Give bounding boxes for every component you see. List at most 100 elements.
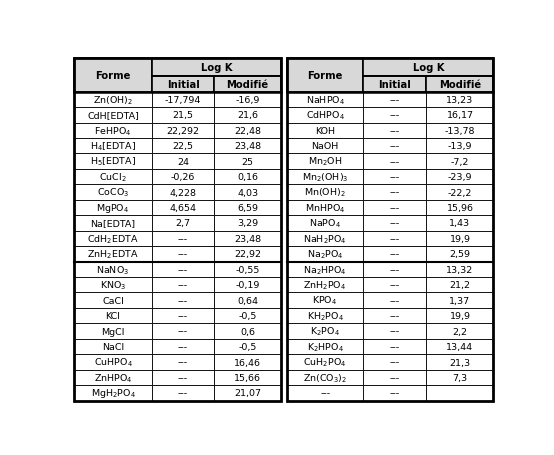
Bar xyxy=(152,231,214,247)
Bar xyxy=(152,262,214,278)
Text: ---: --- xyxy=(390,389,400,398)
Text: 4,654: 4,654 xyxy=(170,203,197,212)
Text: ---: --- xyxy=(390,296,400,305)
Bar xyxy=(152,293,214,308)
Bar xyxy=(152,278,214,293)
Bar xyxy=(287,139,363,154)
Text: ---: --- xyxy=(178,265,188,274)
Bar xyxy=(363,247,427,262)
Bar xyxy=(363,108,427,123)
Text: Forme: Forme xyxy=(95,71,131,81)
Bar xyxy=(363,339,427,354)
Text: -0,5: -0,5 xyxy=(238,312,257,320)
Text: 21,6: 21,6 xyxy=(237,111,258,120)
Text: ---: --- xyxy=(390,173,400,182)
Text: 1,43: 1,43 xyxy=(449,219,470,228)
Bar xyxy=(214,293,281,308)
Text: Mn(OH)$_2$: Mn(OH)$_2$ xyxy=(304,187,346,199)
Text: ZnH$_2$EDTA: ZnH$_2$EDTA xyxy=(87,248,139,261)
Bar xyxy=(74,123,152,139)
Text: H$_4$[EDTA]: H$_4$[EDTA] xyxy=(90,140,136,152)
Bar xyxy=(427,231,494,247)
Bar xyxy=(152,59,281,77)
Bar xyxy=(427,185,494,200)
Text: NaNO$_3$: NaNO$_3$ xyxy=(96,263,130,276)
Bar xyxy=(427,77,494,92)
Text: 21,07: 21,07 xyxy=(234,389,261,398)
Text: MgCl: MgCl xyxy=(101,327,125,336)
Text: Na$_2$PO$_4$: Na$_2$PO$_4$ xyxy=(307,248,343,261)
Bar xyxy=(427,154,494,170)
Bar xyxy=(287,308,363,324)
Text: 0,64: 0,64 xyxy=(237,296,258,305)
Text: CdHPO$_4$: CdHPO$_4$ xyxy=(306,109,345,122)
Bar xyxy=(287,92,363,108)
Bar xyxy=(214,170,281,185)
Bar xyxy=(427,370,494,385)
Bar xyxy=(214,200,281,216)
Text: ---: --- xyxy=(178,296,188,305)
Text: 21,2: 21,2 xyxy=(449,281,470,290)
Text: 22,48: 22,48 xyxy=(234,126,261,136)
Bar xyxy=(74,216,152,231)
Bar xyxy=(214,139,281,154)
Text: Mn$_2$OH: Mn$_2$OH xyxy=(308,156,342,168)
Bar xyxy=(363,278,427,293)
Bar xyxy=(214,278,281,293)
Text: ---: --- xyxy=(390,157,400,166)
Bar xyxy=(287,59,494,401)
Text: ZnH$_2$PO$_4$: ZnH$_2$PO$_4$ xyxy=(304,279,347,291)
Text: KCl: KCl xyxy=(106,312,120,320)
Text: 13,44: 13,44 xyxy=(447,342,474,351)
Bar xyxy=(152,92,214,108)
Bar xyxy=(287,370,363,385)
Text: -17,794: -17,794 xyxy=(165,96,201,105)
Bar xyxy=(74,247,152,262)
Bar xyxy=(214,370,281,385)
Bar xyxy=(74,278,152,293)
Bar xyxy=(214,231,281,247)
Bar xyxy=(363,308,427,324)
Bar xyxy=(214,185,281,200)
Text: ---: --- xyxy=(390,203,400,212)
Bar xyxy=(214,216,281,231)
Text: FeHPO$_4$: FeHPO$_4$ xyxy=(94,125,132,137)
Text: 6,59: 6,59 xyxy=(237,203,258,212)
Text: ---: --- xyxy=(390,342,400,351)
Bar xyxy=(363,262,427,278)
Bar xyxy=(427,339,494,354)
Text: CuHPO$_4$: CuHPO$_4$ xyxy=(94,356,132,369)
Text: 22,292: 22,292 xyxy=(167,126,199,136)
Bar xyxy=(287,262,363,278)
Text: ---: --- xyxy=(390,188,400,197)
Text: ---: --- xyxy=(390,281,400,290)
Bar xyxy=(287,59,363,92)
Bar xyxy=(287,385,363,401)
Text: Modifié: Modifié xyxy=(227,80,269,90)
Bar xyxy=(363,200,427,216)
Text: 2,59: 2,59 xyxy=(449,250,470,259)
Bar xyxy=(427,247,494,262)
Bar xyxy=(427,293,494,308)
Bar xyxy=(287,108,363,123)
Text: Log K: Log K xyxy=(201,63,232,73)
Text: 0,16: 0,16 xyxy=(237,173,258,182)
Text: ZnHPO$_4$: ZnHPO$_4$ xyxy=(94,371,132,384)
Text: -0,55: -0,55 xyxy=(235,265,260,274)
Text: CuH$_2$PO$_4$: CuH$_2$PO$_4$ xyxy=(304,356,347,369)
Bar xyxy=(152,170,214,185)
Text: Initial: Initial xyxy=(167,80,199,90)
Text: ---: --- xyxy=(178,373,188,382)
Text: -13,9: -13,9 xyxy=(448,142,472,151)
Text: ---: --- xyxy=(178,358,188,367)
Text: 3,29: 3,29 xyxy=(237,219,258,228)
Text: ---: --- xyxy=(320,389,330,398)
Text: ---: --- xyxy=(390,219,400,228)
Text: ---: --- xyxy=(390,373,400,382)
Text: Zn(OH)$_2$: Zn(OH)$_2$ xyxy=(93,94,133,106)
Text: ---: --- xyxy=(390,312,400,320)
Bar xyxy=(214,339,281,354)
Bar xyxy=(74,59,281,401)
Text: MgPO$_4$: MgPO$_4$ xyxy=(96,202,130,215)
Bar xyxy=(287,200,363,216)
